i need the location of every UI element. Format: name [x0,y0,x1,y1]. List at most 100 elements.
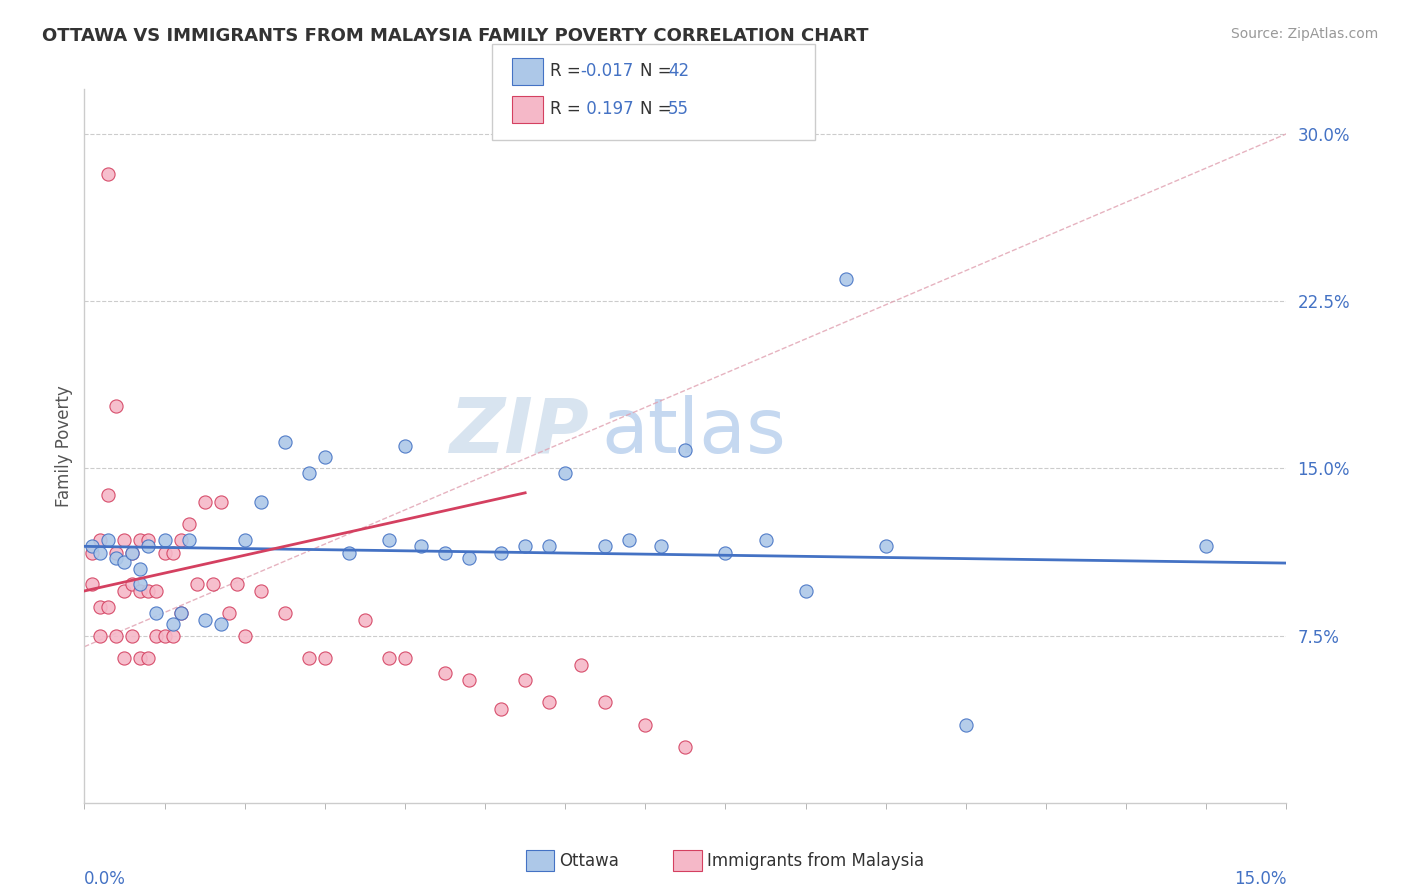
Point [145,583,167,598]
Point [458,673,481,687]
Text: R =: R = [550,100,586,118]
Point [121,546,143,560]
Point [114,533,135,547]
Point [378,533,401,547]
Point [515,673,537,687]
Point [218,607,240,621]
Point [162,546,184,560]
Point [634,717,657,731]
Point [82,546,104,560]
Point [314,651,336,665]
Point [201,577,224,591]
Point [89,546,111,560]
Point [121,628,143,642]
Point [650,539,672,553]
Point [394,439,416,453]
Point [595,539,617,553]
Y-axis label: Family Poverty: Family Poverty [55,385,73,507]
Point [153,533,176,547]
Point [714,546,737,560]
Point [145,628,167,642]
Point [755,533,778,547]
Point [434,666,457,681]
Point [394,651,416,665]
Point [121,577,143,591]
Text: 42: 42 [668,62,689,80]
Text: OTTAWA VS IMMIGRANTS FROM MALAYSIA FAMILY POVERTY CORRELATION CHART: OTTAWA VS IMMIGRANTS FROM MALAYSIA FAMIL… [42,27,869,45]
Point [194,613,217,627]
Point [489,702,512,716]
Point [169,533,191,547]
Point [162,628,184,642]
Point [955,717,977,731]
Point [489,546,512,560]
Point [233,533,256,547]
Point [153,546,176,560]
Point [249,583,271,598]
Point [153,628,176,642]
Point [675,740,697,755]
Point [169,607,191,621]
Point [114,583,135,598]
Point [314,450,336,465]
Text: N =: N = [640,62,676,80]
Point [129,533,152,547]
Point [569,657,592,672]
Point [138,539,160,553]
Point [538,696,561,710]
Point [177,517,200,532]
Point [209,617,232,632]
Point [298,651,321,665]
Text: Source: ZipAtlas.com: Source: ZipAtlas.com [1230,27,1378,41]
Point [82,577,104,591]
Text: -0.017: -0.017 [581,62,634,80]
Point [194,494,217,508]
Point [82,539,104,553]
Point [129,651,152,665]
Point [409,539,432,553]
Point [249,494,271,508]
Point [515,539,537,553]
Point [89,533,111,547]
Point [105,628,128,642]
Text: 0.0%: 0.0% [84,870,127,888]
Point [794,583,817,598]
Text: Ottawa: Ottawa [560,852,620,870]
Point [177,533,200,547]
Text: ZIP: ZIP [450,395,589,468]
Point [97,488,120,502]
Point [354,613,377,627]
Text: N =: N = [640,100,676,118]
Point [138,583,160,598]
Point [114,555,135,569]
Point [337,546,360,560]
Text: 15.0%: 15.0% [1234,870,1286,888]
Point [105,546,128,560]
Point [129,577,152,591]
Point [138,651,160,665]
Point [233,628,256,642]
Point [129,562,152,576]
Point [97,599,120,614]
Point [619,533,641,547]
Point [97,167,120,181]
Point [675,443,697,458]
Point [209,494,232,508]
Point [225,577,247,591]
Point [129,583,152,598]
Point [274,607,297,621]
Text: atlas: atlas [602,395,786,468]
Text: R =: R = [550,62,586,80]
Point [186,577,208,591]
Point [274,434,297,449]
Point [89,628,111,642]
Point [298,466,321,480]
Text: Immigrants from Malaysia: Immigrants from Malaysia [707,852,924,870]
Point [162,617,184,632]
Point [458,550,481,565]
Point [875,539,897,553]
Point [138,533,160,547]
Point [1195,539,1218,553]
Point [105,550,128,565]
Point [105,399,128,413]
